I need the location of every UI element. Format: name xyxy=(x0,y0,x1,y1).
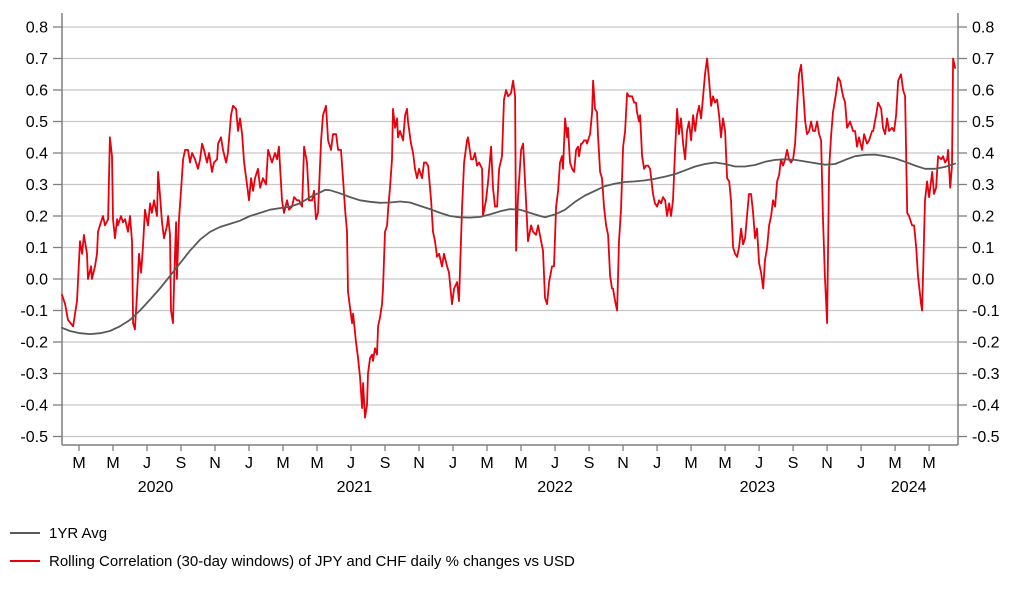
x-axis-month-label: J xyxy=(347,455,355,472)
y-axis-label-left: 0.5 xyxy=(26,114,48,131)
y-axis-label-right: 0.4 xyxy=(972,146,994,163)
y-axis-label-right: 0.2 xyxy=(972,209,994,226)
chart-canvas: 0.8 0.8 0.7 0.7 0.6 0.6 0.5 0.5 0.4 0.4 0.3 0.3 0.2 0… xyxy=(20,13,1000,496)
x-axis-month-label: S xyxy=(788,455,799,472)
x-axis-month-label: S xyxy=(584,455,595,472)
x-axis-year-label: 2021 xyxy=(337,479,373,496)
y-axis-label-right: 0.5 xyxy=(972,114,994,131)
x-axis-month-label: N xyxy=(209,455,221,472)
x-axis-month-label: J xyxy=(755,455,763,472)
x-axis-year-label: 2024 xyxy=(891,479,927,496)
x-axis-month-label: M xyxy=(718,455,731,472)
y-axis-label-left: -0.2 xyxy=(20,335,48,352)
series-line-1yr-avg xyxy=(61,153,956,335)
x-axis-month-label: M xyxy=(888,455,901,472)
y-axis-label-right: 0.0 xyxy=(972,272,994,289)
x-axis-year-label: 2023 xyxy=(740,479,776,496)
y-axis-label-left: 0.1 xyxy=(26,240,48,257)
y-axis-label-right: 0.3 xyxy=(972,177,994,194)
x-axis-month-label: M xyxy=(106,455,119,472)
x-axis-month-label: N xyxy=(617,455,629,472)
x-axis-month-label: S xyxy=(176,455,187,472)
x-axis-month-label: M xyxy=(310,455,323,472)
y-axis-label-left: 0.2 xyxy=(26,209,48,226)
x-axis-month-label: J xyxy=(551,455,559,472)
legend-line-swatch-gray xyxy=(10,531,40,535)
x-axis-month-label: M xyxy=(922,455,935,472)
y-axis-label-left: 0.7 xyxy=(26,51,48,68)
legend-line-swatch-red xyxy=(10,559,40,563)
x-axis-month-label: M xyxy=(72,455,85,472)
y-axis-label-left: -0.4 xyxy=(20,398,48,415)
legend-item-1yr-avg: 1YR Avg xyxy=(10,519,575,547)
y-axis-label-right: 0.8 xyxy=(972,20,994,37)
y-axis-label-left: 0.8 xyxy=(26,20,48,37)
x-axis-month-label: J xyxy=(143,455,151,472)
x-axis-month-label: J xyxy=(245,455,253,472)
x-axis-month-label: N xyxy=(413,455,425,472)
y-axis-label-left: 0.3 xyxy=(26,177,48,194)
y-axis-label-left: -0.1 xyxy=(20,303,48,320)
legend-label-rolling-correlation: Rolling Correlation (30-day windows) of … xyxy=(49,552,575,570)
x-axis-month-label: S xyxy=(380,455,391,472)
y-axis-label-right: -0.1 xyxy=(972,303,1000,320)
x-axis-month-label: J xyxy=(653,455,661,472)
y-axis-label-left: -0.5 xyxy=(20,429,48,446)
chart-legend: 1YR Avg Rolling Correlation (30-day wind… xyxy=(10,519,575,575)
x-axis-month-label: N xyxy=(821,455,833,472)
x-axis-year-label: 2020 xyxy=(138,479,174,496)
x-axis-month-label: J xyxy=(857,455,865,472)
y-axis-label-left: 0.6 xyxy=(26,83,48,100)
series-line-rolling-correlation xyxy=(61,57,956,419)
x-axis-year-label: 2022 xyxy=(537,479,573,496)
x-axis-month-label: M xyxy=(514,455,527,472)
y-axis-label-right: 0.6 xyxy=(972,83,994,100)
x-axis-month-label: M xyxy=(276,455,289,472)
x-axis-month-label: M xyxy=(480,455,493,472)
y-axis-label-right: -0.5 xyxy=(972,429,1000,446)
y-axis-label-right: -0.3 xyxy=(972,366,1000,383)
legend-item-rolling-correlation: Rolling Correlation (30-day windows) of … xyxy=(10,547,575,575)
y-axis-label-right: 0.1 xyxy=(972,240,994,257)
y-axis-label-right: -0.2 xyxy=(972,335,1000,352)
legend-label-1yr-avg: 1YR Avg xyxy=(49,524,108,542)
y-axis-label-left: 0.4 xyxy=(26,146,48,163)
y-axis-label-left: -0.3 xyxy=(20,366,48,383)
y-axis-label-right: 0.7 xyxy=(972,51,994,68)
x-axis-month-label: J xyxy=(449,455,457,472)
y-axis-label-left: 0.0 xyxy=(26,272,48,289)
y-axis-label-right: -0.4 xyxy=(972,398,1000,415)
x-axis-month-label: M xyxy=(684,455,697,472)
